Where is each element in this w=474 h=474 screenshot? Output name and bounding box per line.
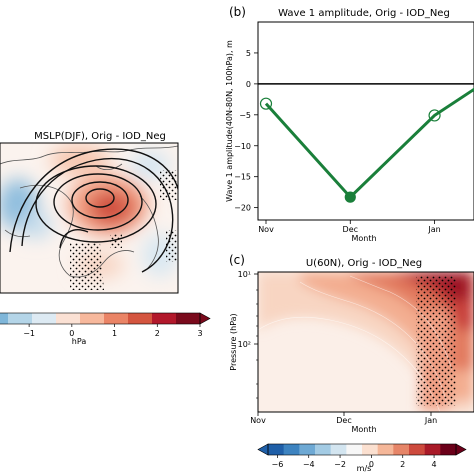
u60n-y-tick-label: 10¹ <box>238 270 251 279</box>
colorbar-segment <box>409 444 425 455</box>
colorbar-segment <box>377 444 394 455</box>
mslp-field <box>0 143 178 293</box>
wave1-y-tick-label: −20 <box>234 204 251 213</box>
colorbar-segment <box>80 313 105 324</box>
u60n-y-ticks: 10¹ 10² <box>238 270 258 399</box>
colorbar-segment <box>8 313 33 324</box>
colorbar-segment <box>32 313 57 324</box>
colorbar-segment <box>283 444 300 455</box>
colorbar-frame <box>267 443 457 456</box>
colorbar-segment <box>330 444 347 455</box>
wave1-data-point <box>259 97 273 110</box>
colorbar-extend-min <box>257 443 269 456</box>
colorbar-segment <box>176 313 201 324</box>
wave1-x-label: Month <box>351 234 376 243</box>
mslp-colorbar-label: hPa <box>72 337 87 346</box>
colorbar-tick-label: 3 <box>197 329 202 338</box>
colorbar-segment <box>268 444 284 455</box>
wave1-y-tick-label: 0 <box>246 80 251 89</box>
colorbar-tick-label: 2 <box>400 460 405 469</box>
u60n-colorbar-label: m/s <box>357 464 372 473</box>
u60n-panel-label: (c) <box>229 253 245 267</box>
u60n-x-tick-label: Nov <box>250 416 266 425</box>
wave1-y-tick-label: −10 <box>234 142 251 151</box>
wave1-y-ticks: 5 0 −5 −10 −15 −20 <box>234 49 258 213</box>
colorbar-segment <box>424 444 441 455</box>
colorbar-tick-label: 0 <box>69 329 74 338</box>
wave1-y-label: Wave 1 amplitude(40N-80N, 100hPa), m <box>225 40 234 202</box>
colorbar-segment <box>346 444 363 455</box>
colorbar-segment <box>299 444 316 455</box>
wave1-y-tick-label: 5 <box>246 49 251 58</box>
colorbar-segment <box>393 444 410 455</box>
wave1-points <box>259 97 441 203</box>
wave1-line-panel: (b) Wave 1 amplitude, Orig - IOD_Neg 5 0 −… <box>225 5 474 243</box>
colorbar-segment <box>104 313 129 324</box>
wave1-x-tick-label: Dec <box>343 225 358 234</box>
wave1-data-point <box>344 191 356 203</box>
colorbar-tick-label: 2 <box>155 329 160 338</box>
colorbar-segment <box>152 313 177 324</box>
colorbar-segment <box>440 444 457 455</box>
u60n-x-label: Month <box>351 425 376 434</box>
wave1-x-ticks: Nov Dec Jan <box>258 220 441 234</box>
u60n-y-label: Pressure (hPa) <box>229 313 238 370</box>
wave1-panel-label: (b) <box>229 5 246 19</box>
wave1-x-tick-label: Jan <box>427 225 440 234</box>
colorbar-segment <box>128 313 153 324</box>
colorbar-frame <box>0 312 201 325</box>
mslp-map-panel: MSLP(DJF), Orig - IOD_Neg <box>0 131 211 346</box>
u60n-x-ticks: Nov Dec Jan <box>250 412 437 425</box>
colorbar-tick-label: 4 <box>432 460 437 469</box>
colorbar-tick-label: −6 <box>272 460 284 469</box>
wave1-data-point <box>428 109 441 122</box>
u60n-y-tick-label: 10² <box>238 340 251 349</box>
mslp-title: MSLP(DJF), Orig - IOD_Neg <box>34 131 166 142</box>
colorbar-tick-label: 1 <box>112 329 117 338</box>
colorbar-segment <box>56 313 81 324</box>
wave1-title: Wave 1 amplitude, Orig - IOD_Neg <box>278 8 450 19</box>
mslp-colorbar <box>0 312 211 325</box>
wave1-y-tick-label: −5 <box>239 111 251 120</box>
colorbar-tick-label: −4 <box>303 460 315 469</box>
colorbar-tick-label: −1 <box>23 329 35 338</box>
colorbar-segment <box>315 444 331 455</box>
colorbar-tick-label: −2 <box>334 460 346 469</box>
colorbar-tick-label: 0 <box>369 460 374 469</box>
u60n-colorbar <box>257 443 467 456</box>
wave1-y-tick-label: −15 <box>234 173 251 182</box>
u60n-title: U(60N), Orig - IOD_Neg <box>306 258 422 269</box>
wave1-series-line <box>264 87 474 200</box>
colorbar-extend-max <box>199 312 211 325</box>
u60n-x-tick-label: Jan <box>424 416 437 425</box>
u60n-x-tick-label: Dec <box>336 416 351 425</box>
u60n-panel: (c) U(60N), Orig - IOD_Neg Nov Dec Jan <box>229 253 474 473</box>
wave1-x-tick-label: Nov <box>258 225 274 234</box>
u60n-field <box>258 272 474 412</box>
colorbar-segment <box>362 444 378 455</box>
colorbar-extend-max <box>455 443 467 456</box>
colorbar-segment <box>0 313 9 324</box>
